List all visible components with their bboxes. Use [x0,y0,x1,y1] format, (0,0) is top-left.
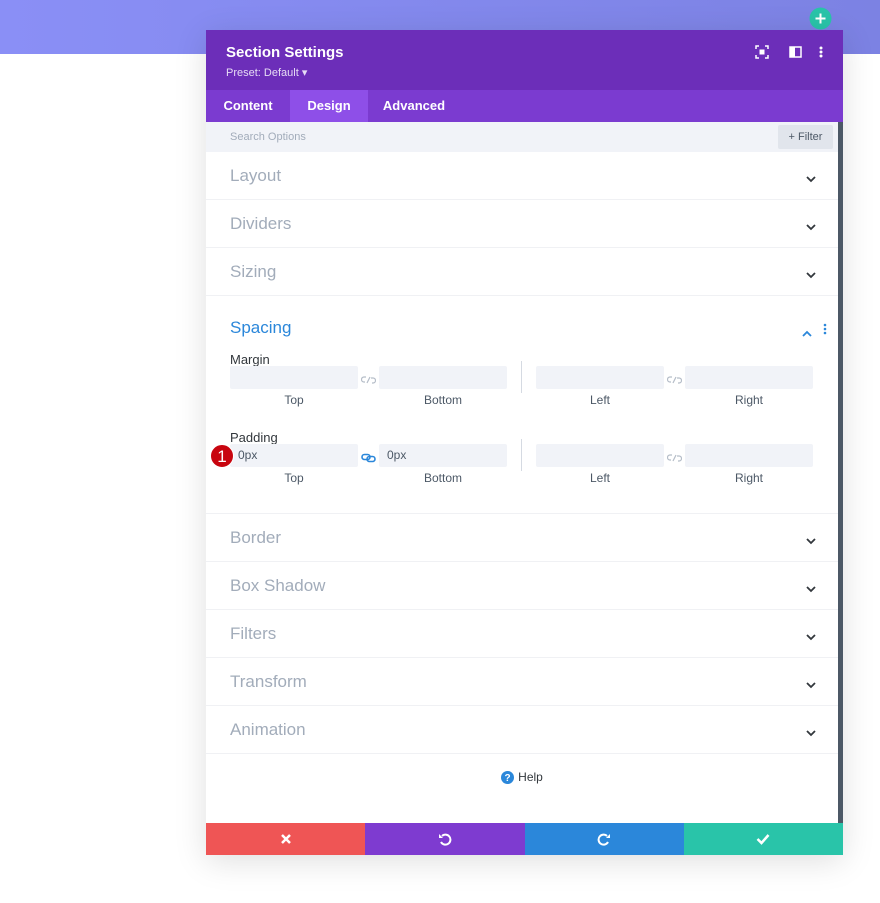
link-icon[interactable] [666,372,683,390]
tab[interactable]: Content [223,98,273,113]
chevron [806,218,816,236]
section-row[interactable]: Transform [206,658,838,706]
tab-bar: Content Design Advanced [206,90,843,122]
input-field[interactable] [685,444,813,467]
chevron [806,532,816,550]
link-icon[interactable] [666,450,683,468]
search-bar: Search Options + Filter [206,122,838,152]
section-row[interactable]: Layout [206,152,838,200]
menu-icon[interactable] [818,45,824,59]
help[interactable]: ? Help [206,770,838,784]
section-row[interactable]: Animation [206,706,838,754]
chevron [806,170,816,188]
input-field[interactable] [536,444,664,467]
section-title: Dividers [230,214,292,233]
divider [521,439,522,471]
save-button[interactable] [683,823,843,855]
scrollbar [838,122,843,823]
input-field[interactable]: 0px [379,444,507,467]
options-icon[interactable] [823,322,827,340]
section-row[interactable]: Border [206,514,838,562]
section-row[interactable]: Sizing [206,248,838,296]
field-label: Top [284,393,304,407]
filter-label: Filter [798,131,823,143]
link-icon[interactable] [360,372,377,390]
chevron [806,266,816,284]
undo-button[interactable] [365,823,525,855]
chevron-up[interactable] [802,324,812,342]
field-label: Right [734,471,763,485]
chevron [806,676,816,694]
preset-label: Preset: Default [226,67,299,79]
help-icon: ? [501,770,515,784]
input-field[interactable] [685,366,813,389]
section-title: Transform [230,672,307,691]
section-title: Layout [230,166,282,185]
redo-button[interactable] [524,823,684,855]
field-label: Left [589,393,610,407]
tab[interactable]: Design [290,90,368,122]
input-field[interactable] [230,366,358,389]
panel-title: Section Settings [226,44,344,61]
group-label: Padding [230,430,278,445]
divider [521,361,522,393]
link-icon[interactable] [361,450,376,468]
section-title: Border [230,528,282,547]
settings-panel: Section Settings Preset: Default ▾ Conte… [206,30,843,855]
field-label: Right [734,393,763,407]
spacing-title[interactable]: Spacing [230,318,292,337]
filter-button[interactable]: + Filter [778,125,833,149]
input-field[interactable] [379,366,507,389]
input-field[interactable] [536,366,664,389]
field-label: Left [589,471,610,485]
svg-text:?: ? [505,773,511,784]
header: Section Settings Preset: Default ▾ [206,30,843,90]
section-row[interactable]: Box Shadow [206,562,838,610]
step-badge: 1 [210,444,234,468]
action-buttons [206,823,843,855]
section-title: Animation [230,720,306,739]
section-row[interactable]: Dividers [206,200,838,248]
preset[interactable]: Preset: Default ▾ [226,67,308,79]
fullscreen-icon[interactable] [755,45,769,59]
field-label: Bottom [423,393,462,407]
search-placeholder[interactable]: Search Options [230,131,306,143]
chevron [806,724,816,742]
section-title: Sizing [230,262,277,281]
section-title: Box Shadow [230,576,326,595]
group-label: Margin [230,352,270,367]
spacing-section: Spacing Margin Top Bottom Left Right Padding 0p… [206,296,838,514]
section-row[interactable]: Filters [206,610,838,658]
tab[interactable]: Advanced [382,98,446,113]
cancel-button[interactable] [206,823,366,855]
help-label: Help [518,770,543,784]
add-button[interactable] [809,7,832,30]
input-field[interactable]: 0px [230,444,358,467]
sidebar-icon[interactable] [789,45,803,59]
field-label: Top [284,471,304,485]
section-title: Filters [230,624,277,643]
chevron [806,580,816,598]
chevron [806,628,816,646]
field-label: Bottom [423,471,462,485]
